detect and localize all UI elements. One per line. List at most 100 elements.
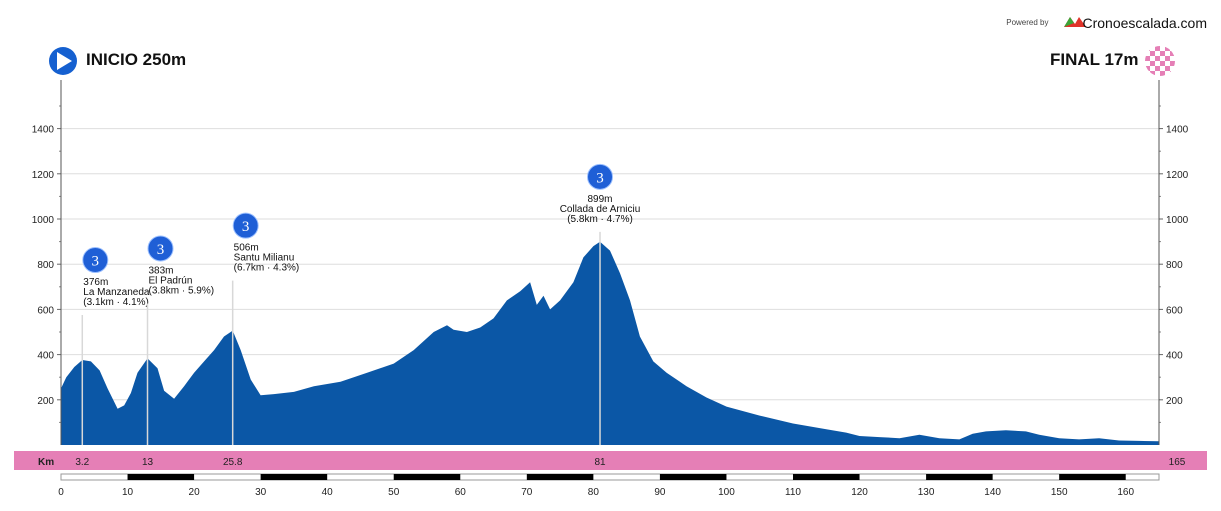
cronoescalada-logo-icon — [1064, 17, 1086, 27]
brand-link[interactable]: Cronoescalada.com — [1082, 14, 1207, 31]
finish-flag-square — [1150, 46, 1155, 51]
climb-name: La Manzaneda — [83, 287, 150, 298]
climb-detail: (3.8km · 5.9%) — [149, 285, 215, 296]
elevation-profile-area — [61, 241, 1159, 445]
climb-category-number: 3 — [92, 254, 100, 270]
finish-flag-square — [1165, 56, 1170, 61]
finish-flag-square — [1155, 46, 1160, 51]
km-marker-label: 25.8 — [223, 457, 243, 468]
finish-flag-square — [1150, 66, 1155, 71]
y-tick-label-right: 800 — [1166, 260, 1183, 271]
finish-flag-square — [1155, 71, 1160, 76]
km-band-label: Km — [38, 457, 54, 468]
y-tick-label-left: 1400 — [32, 125, 55, 136]
start-altitude-label: INICIO 250m — [86, 50, 187, 69]
x-tick-label: 80 — [588, 487, 600, 498]
finish-flag-square — [1170, 66, 1175, 71]
x-tick-label: 140 — [984, 487, 1001, 498]
powered-by-label: Powered by — [1006, 18, 1049, 28]
climb-detail: (3.1km · 4.1%) — [83, 297, 149, 308]
finish-flag-square — [1160, 51, 1165, 56]
x-tick-label: 10 — [122, 487, 134, 498]
scale-bar-segment — [1059, 474, 1126, 480]
scale-bar-segment — [926, 474, 993, 480]
x-tick-label: 90 — [654, 487, 666, 498]
x-tick-label: 30 — [255, 487, 267, 498]
scale-bar-segment — [659, 474, 727, 480]
finish-flag-icon — [1145, 46, 1175, 76]
climb-category-badge — [233, 213, 259, 239]
scale-bar-segment — [393, 474, 461, 480]
x-tick-label: 130 — [918, 487, 935, 498]
x-tick-label: 70 — [521, 487, 533, 498]
x-tick-label: 110 — [785, 487, 801, 498]
y-tick-label-left: 600 — [37, 305, 54, 316]
climb-category-badge — [82, 247, 108, 273]
climb-category-badge-ring — [232, 212, 259, 239]
climb-category-badge-ring — [82, 247, 109, 274]
finish-flag-square — [1160, 71, 1165, 76]
climb-altitude: 376m — [83, 277, 108, 288]
finish-flag-square — [1160, 56, 1165, 61]
km-marker-label: 13 — [142, 457, 154, 468]
climb-altitude: 899m — [588, 194, 613, 205]
y-tick-label-right: 600 — [1166, 305, 1183, 316]
km-marker-label: 3.2 — [75, 457, 89, 468]
finish-flag-square — [1170, 46, 1175, 51]
finish-flag-square — [1145, 46, 1150, 51]
km-marker-label: 81 — [594, 457, 606, 468]
climb-altitude: 506m — [234, 243, 259, 254]
finish-flag-square — [1165, 46, 1170, 51]
finish-flag-square — [1160, 66, 1165, 71]
finish-flag-square — [1165, 61, 1170, 66]
finish-flag-square — [1170, 56, 1175, 61]
x-tick-label: 0 — [58, 487, 64, 498]
km-marker-label: 165 — [1169, 457, 1186, 468]
climb-category-badge — [587, 164, 613, 190]
y-tick-label-right: 1200 — [1166, 170, 1189, 181]
finish-flag-square — [1155, 51, 1160, 56]
finish-flag-square — [1150, 51, 1155, 56]
finish-flag-square — [1145, 66, 1150, 71]
y-tick-label-right: 400 — [1166, 351, 1183, 362]
x-tick-label: 40 — [322, 487, 334, 498]
climb-name: Collada de Arniciu — [560, 204, 641, 215]
scale-bar-segment — [793, 474, 860, 480]
scale-bar-segment — [127, 474, 195, 480]
x-tick-label: 120 — [851, 487, 868, 498]
axes: 200 200 400 400 600 600 800 800 1000 1000 1200 1200… — [32, 80, 1189, 445]
climb-name: El Padrún — [149, 275, 193, 286]
climb-category-number: 3 — [157, 242, 165, 258]
finish-flag-square — [1160, 61, 1165, 66]
y-tick-label-left: 800 — [37, 260, 54, 271]
finish-flag-square — [1145, 61, 1150, 66]
y-tick-label-left: 200 — [37, 396, 54, 407]
climb-category-badge-ring — [587, 163, 614, 190]
climb-detail: (5.8km · 4.7%) — [567, 214, 633, 225]
scale-bar-segment — [526, 474, 594, 480]
y-tick-label-left: 1000 — [32, 215, 55, 226]
finish-flag-square — [1150, 56, 1155, 61]
finish-flag-square — [1150, 61, 1155, 66]
km-markers: 3.2 13 25.8 81 165 — [75, 457, 1185, 468]
scale-bar-frame — [60, 473, 1160, 481]
start-arrow-icon — [49, 47, 77, 75]
finish-flag-square — [1145, 71, 1150, 76]
climb-category-number: 3 — [242, 219, 250, 235]
finish-flag-square — [1170, 71, 1175, 76]
finish-flag-square — [1155, 66, 1160, 71]
y-tick-label-right: 200 — [1166, 396, 1183, 407]
finish-flag-squares — [1145, 46, 1175, 76]
scale-bar-segment — [260, 474, 328, 480]
y-tick-label-right: 1000 — [1166, 215, 1189, 226]
climb-altitude: 383m — [149, 265, 174, 276]
powered-by[interactable]: Powered by Cronoescalada.com — [1006, 14, 1207, 32]
finish-flag-square — [1160, 46, 1165, 51]
x-tick-label: 160 — [1117, 487, 1134, 498]
finish-flag-square — [1145, 51, 1150, 56]
y-tick-label-right: 1400 — [1166, 125, 1189, 136]
climb-name: Santu Milianu — [234, 253, 295, 264]
finish-flag-square — [1155, 61, 1160, 66]
